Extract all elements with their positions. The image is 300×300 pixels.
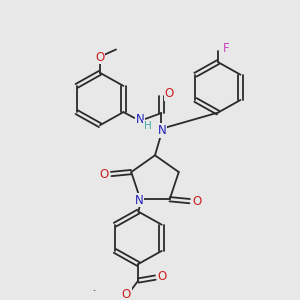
Text: O: O (165, 87, 174, 100)
Text: N: N (135, 194, 144, 207)
Text: O: O (100, 167, 109, 181)
Text: O: O (158, 270, 167, 283)
Text: O: O (95, 51, 105, 64)
Text: F: F (223, 42, 229, 55)
Text: O: O (122, 288, 131, 300)
Text: N: N (158, 124, 167, 137)
Text: O: O (192, 195, 201, 208)
Text: N: N (136, 113, 145, 126)
Text: H: H (143, 121, 151, 131)
